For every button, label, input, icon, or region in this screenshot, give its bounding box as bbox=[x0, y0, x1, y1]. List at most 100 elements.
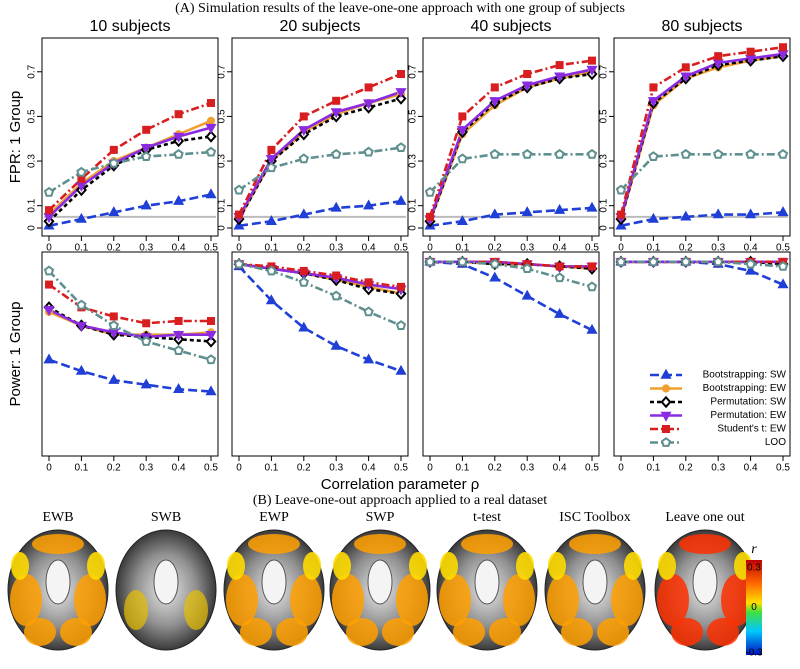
activation-blob bbox=[548, 552, 566, 580]
section-title: (B) Leave-one-out approach applied to a … bbox=[253, 493, 547, 508]
x-axis-label: Correlation parameter ρ bbox=[321, 476, 480, 493]
series-line bbox=[48, 358, 212, 393]
y-tick-label: 0.7 bbox=[27, 64, 38, 78]
marker bbox=[457, 256, 468, 267]
y-tick-label: 0.5 bbox=[408, 109, 419, 123]
marker bbox=[745, 258, 756, 269]
plot-frame bbox=[41, 37, 219, 237]
marker bbox=[233, 184, 245, 195]
x-tick-label: 0.4 bbox=[172, 243, 186, 254]
marker bbox=[745, 264, 757, 275]
marker bbox=[332, 271, 341, 280]
x-tick-label: 0.1 bbox=[455, 463, 469, 474]
activation-blob bbox=[346, 618, 378, 646]
series-line bbox=[237, 90, 402, 218]
series-line bbox=[428, 59, 593, 218]
marker bbox=[205, 146, 217, 157]
activation-blob bbox=[611, 574, 643, 626]
marker bbox=[456, 215, 468, 226]
marker bbox=[489, 97, 501, 108]
x-tick-label: 0 bbox=[236, 243, 242, 254]
activation-blob bbox=[354, 534, 406, 554]
marker bbox=[173, 383, 185, 393]
series-line bbox=[48, 270, 212, 361]
activation-blob bbox=[240, 618, 272, 646]
marker bbox=[662, 425, 670, 433]
marker bbox=[205, 335, 217, 348]
marker bbox=[713, 256, 724, 267]
map-label: EWP bbox=[259, 510, 289, 525]
series-line bbox=[428, 72, 593, 222]
activation-blob bbox=[597, 618, 629, 646]
marker bbox=[555, 262, 564, 271]
map-label: t-test bbox=[473, 510, 501, 525]
marker bbox=[363, 146, 374, 157]
marker bbox=[205, 123, 217, 134]
row-label: Power: 1 Group bbox=[7, 301, 24, 406]
x-tick-label: 0.1 bbox=[646, 243, 660, 254]
marker bbox=[76, 166, 87, 177]
marker bbox=[615, 184, 627, 195]
marker bbox=[43, 305, 55, 316]
series-line bbox=[620, 153, 783, 191]
brain-ventricle bbox=[582, 559, 608, 605]
colorbar-label: r bbox=[751, 542, 757, 557]
marker bbox=[205, 330, 217, 341]
x-tick-label: 0.1 bbox=[74, 463, 88, 474]
plot-frame bbox=[231, 251, 409, 457]
figure-title: (A) Simulation results of the leave-one-… bbox=[175, 1, 625, 16]
x-tick-label: 0.2 bbox=[107, 463, 121, 474]
activation-blob bbox=[10, 574, 42, 626]
marker bbox=[647, 97, 659, 108]
x-tick-label: 0 bbox=[46, 463, 52, 474]
activation-blob bbox=[516, 552, 534, 580]
marker bbox=[712, 208, 724, 219]
marker bbox=[265, 155, 277, 166]
x-tick-label: 0.3 bbox=[520, 243, 534, 254]
marker bbox=[233, 258, 245, 269]
map-label: ISC Toolbox bbox=[559, 510, 631, 525]
legend-label: LOO bbox=[765, 437, 786, 448]
marker bbox=[45, 206, 53, 215]
series-line bbox=[48, 310, 212, 336]
marker bbox=[266, 162, 277, 173]
marker bbox=[554, 72, 566, 83]
marker bbox=[332, 96, 341, 105]
marker bbox=[713, 148, 724, 159]
marker bbox=[75, 364, 87, 375]
brain-ventricle bbox=[45, 559, 71, 605]
colorbar bbox=[746, 560, 762, 655]
marker bbox=[205, 130, 217, 143]
marker bbox=[745, 208, 757, 219]
marker bbox=[141, 151, 152, 161]
y-tick-label: 0.1 bbox=[599, 198, 610, 212]
marker bbox=[75, 212, 87, 223]
y-tick-label: 0.1 bbox=[408, 198, 419, 212]
y-tick-label: 0.3 bbox=[599, 154, 610, 168]
marker bbox=[681, 63, 690, 72]
x-tick-label: 0.5 bbox=[394, 463, 408, 474]
series-line bbox=[48, 126, 212, 218]
x-tick-label: 0.5 bbox=[585, 243, 599, 254]
activation-blob bbox=[658, 552, 676, 580]
activation-blob bbox=[248, 534, 300, 554]
marker bbox=[648, 151, 659, 161]
activation-blob bbox=[32, 534, 84, 554]
marker bbox=[746, 47, 755, 56]
marker bbox=[298, 208, 310, 219]
x-tick-label: 0 bbox=[618, 243, 624, 254]
activation-blob bbox=[276, 618, 308, 646]
series-line bbox=[238, 199, 402, 228]
marker bbox=[265, 294, 277, 305]
brain-ventricle bbox=[261, 559, 287, 605]
marker bbox=[426, 212, 434, 221]
colorbar-tick-label: 0 bbox=[751, 602, 757, 613]
x-tick-label: 0.1 bbox=[264, 463, 278, 474]
marker bbox=[205, 385, 217, 396]
marker bbox=[173, 148, 184, 159]
activation-blob bbox=[226, 574, 258, 626]
series-line bbox=[237, 97, 402, 220]
colorbar-tick-label: -0.3 bbox=[745, 648, 763, 659]
series-line bbox=[619, 52, 784, 218]
series-line bbox=[238, 146, 402, 192]
